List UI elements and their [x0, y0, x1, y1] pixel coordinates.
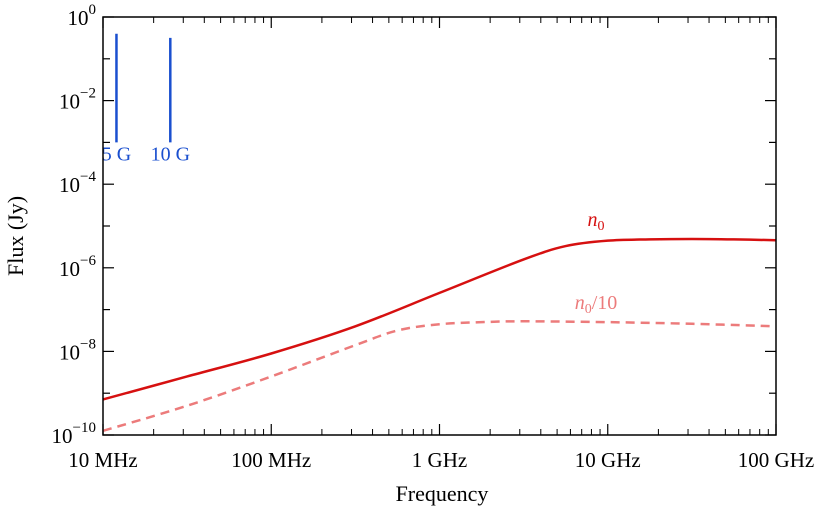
- series-line-n0: [102, 237, 777, 401]
- y-tick-label: 10−6: [59, 253, 96, 281]
- y-tick-exponent: −8: [80, 336, 96, 352]
- y-tick-exponent: −6: [80, 253, 96, 269]
- series-label-n0-over-10: n0/10: [575, 292, 618, 317]
- y-tick-base: 10: [59, 340, 80, 364]
- x-tick-label: 100 GHz: [738, 448, 814, 472]
- y-tick-exponent: 0: [89, 2, 97, 18]
- marker-label-2: 10 G: [151, 143, 190, 165]
- y-tick-exponent: −4: [80, 169, 96, 185]
- y-tick-exponent: −10: [73, 420, 96, 436]
- y-tick-label: 10−8: [59, 336, 96, 364]
- y-tick-base: 10: [59, 173, 80, 197]
- x-tick-label: 10 MHz: [68, 448, 137, 472]
- series-label-tail: /10: [592, 292, 618, 314]
- y-tick-base: 10: [68, 6, 89, 30]
- plot-frame: [102, 16, 777, 436]
- x-axis-title: Frequency: [396, 481, 489, 506]
- y-axis-title: Flux (Jy): [3, 196, 28, 276]
- series-label-sub: 0: [597, 219, 604, 234]
- marker-label-1: 5 G: [102, 143, 131, 165]
- y-tick-exponent: −2: [80, 86, 96, 102]
- series-line-n0-over-10: [102, 320, 777, 433]
- y-tick-label: 10−4: [59, 169, 96, 197]
- series-label-main: n: [575, 292, 585, 314]
- x-tick-label: 100 MHz: [231, 448, 311, 472]
- y-tick-label: 10−10: [52, 420, 96, 448]
- series-label-sub: 0: [585, 302, 592, 317]
- y-tick-label: 10−2: [59, 86, 96, 114]
- tick-labels: 10 MHz 100 MHz 1 GHz 10 GHz 100 GHz10010−210…: [52, 2, 815, 472]
- y-tick-base: 10: [52, 424, 73, 448]
- series-label-n0: n0: [587, 209, 604, 234]
- marker-layer: 5 G 10 G: [102, 33, 190, 165]
- x-tick-label: 10 GHz: [575, 448, 641, 472]
- y-tick-base: 10: [59, 257, 80, 281]
- y-tick-label: 100: [68, 2, 97, 30]
- series-label-main: n: [587, 209, 597, 231]
- x-tick-label: 1 GHz: [412, 448, 467, 472]
- y-tick-base: 10: [59, 90, 80, 114]
